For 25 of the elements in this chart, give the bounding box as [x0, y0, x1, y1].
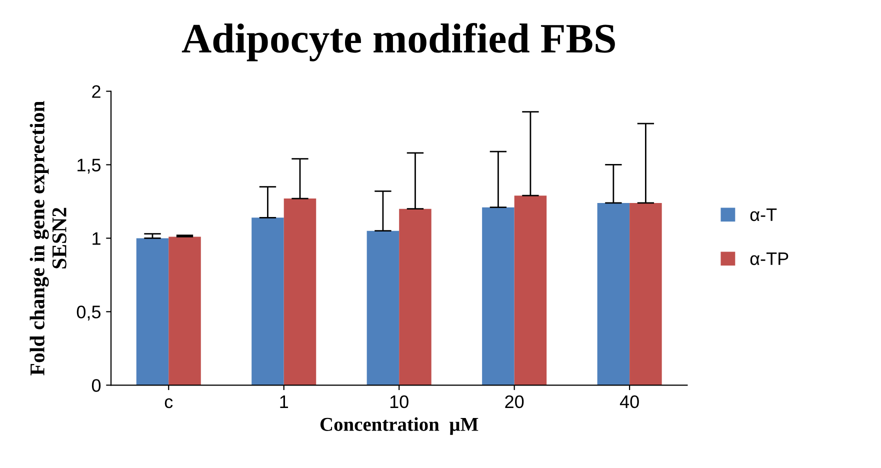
- x-tick-label: 40: [620, 395, 639, 408]
- legend-label: α-T: [750, 208, 777, 222]
- y-tick-label: 1: [92, 232, 100, 245]
- x-tick-label: 20: [505, 395, 524, 408]
- x-axis-title: Concentration µM: [320, 417, 478, 435]
- chart-title: Adipocyte modified FBS: [182, 23, 615, 62]
- y-tick-label: 0,5: [76, 306, 101, 321]
- bar: [168, 236, 201, 386]
- x-tick-label: c: [164, 398, 173, 408]
- y-tick-label: 0: [92, 379, 101, 392]
- bar: [252, 218, 284, 386]
- x-tick-label: 1: [280, 396, 288, 408]
- bar: [399, 208, 432, 386]
- y-tick-label: 1,5: [78, 158, 101, 174]
- y-axis-title: Fold change in gene exprection SESN2: [30, 100, 66, 376]
- y-tick-label: 2: [92, 85, 100, 98]
- bar: [597, 202, 630, 386]
- legend-label: α-TP: [750, 252, 788, 266]
- bar: [482, 207, 514, 386]
- bar: [284, 198, 316, 386]
- bar: [366, 230, 400, 386]
- bar: [630, 202, 662, 386]
- x-tick-label: 10: [390, 395, 408, 408]
- bar: [136, 238, 169, 386]
- bar: [514, 196, 547, 386]
